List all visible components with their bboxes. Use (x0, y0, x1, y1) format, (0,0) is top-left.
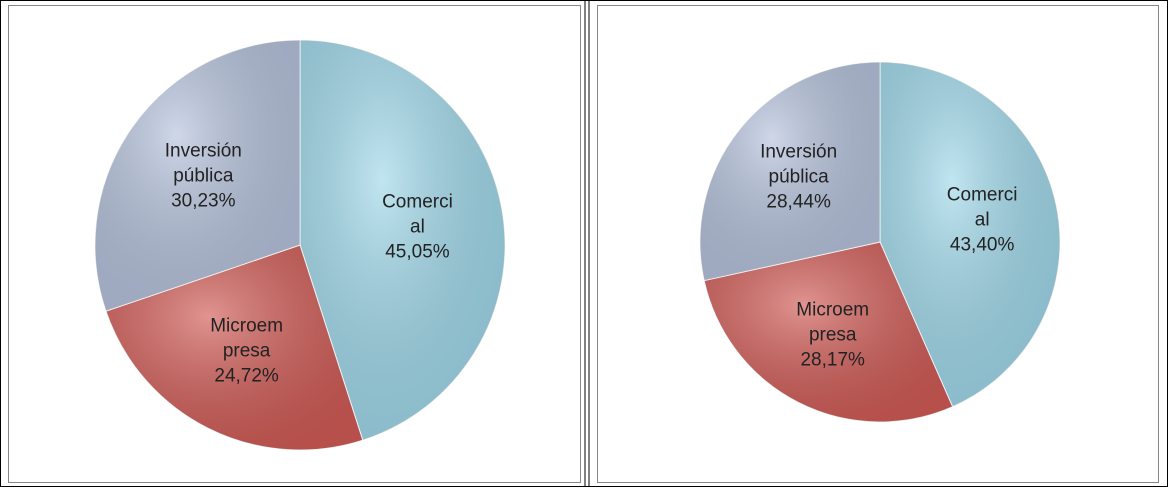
category-label: Comercial (946, 184, 1018, 231)
value-label: 28,17% (800, 349, 865, 371)
slice-label: Microempresa 28,17% (793, 298, 873, 373)
slice-label: Comercial 45,05% (377, 189, 457, 264)
value-label: 28,44% (766, 191, 831, 213)
category-label: Microempresa (796, 299, 870, 346)
category-label: Inversión pública (760, 141, 838, 188)
slice-label: Microempresa 24,72% (207, 314, 287, 389)
category-label: Comercial (382, 191, 453, 238)
value-label: 43,40% (949, 234, 1015, 256)
slice-label: Comercial 43,40% (942, 183, 1022, 258)
category-label: Microempresa (210, 315, 284, 362)
value-label: 24,72% (214, 365, 279, 387)
value-label: 45,05% (385, 241, 450, 263)
cell-frame (597, 5, 1159, 483)
value-label: 30,23% (171, 190, 236, 212)
cell-frame (8, 5, 581, 483)
slice-label: Inversión pública 28,44% (759, 139, 839, 214)
slice-label: Inversión pública 30,23% (163, 138, 243, 213)
category-label: Inversión pública (164, 140, 242, 187)
